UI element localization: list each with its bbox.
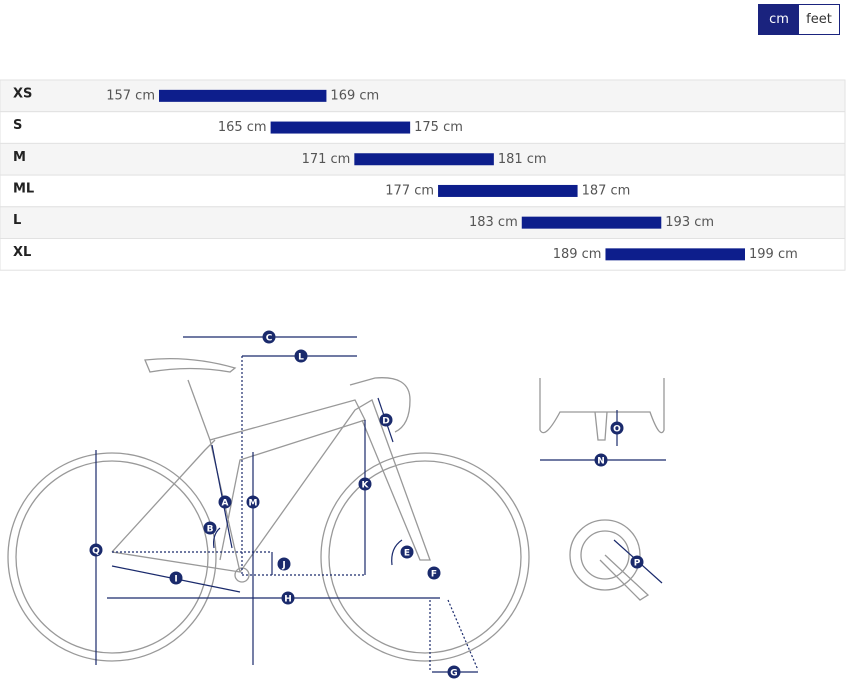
label-badge xyxy=(262,330,276,344)
row-background xyxy=(0,206,846,240)
dimension-label: K xyxy=(362,481,370,491)
dimension-label: N xyxy=(597,457,605,467)
label-badge xyxy=(246,495,260,509)
label-badge xyxy=(610,421,624,435)
row-background xyxy=(0,79,846,113)
min-label: 157 cm xyxy=(106,88,155,103)
label-badge xyxy=(277,557,291,571)
dimension-label: O xyxy=(613,425,621,435)
dimension-label: A xyxy=(222,499,229,509)
size-label: XS xyxy=(13,86,32,101)
label-badge xyxy=(281,591,295,605)
feet-button[interactable]: feet xyxy=(806,12,832,27)
dimension-label: M xyxy=(249,499,258,509)
label-badge xyxy=(203,521,217,535)
dimension-label: I xyxy=(174,575,177,585)
dimension-label: L xyxy=(298,353,304,363)
row-background xyxy=(0,174,846,208)
max-label: 193 cm xyxy=(665,215,714,230)
min-label: 171 cm xyxy=(302,152,351,167)
row-background xyxy=(0,142,846,176)
max-label: 187 cm xyxy=(582,183,631,198)
label-badge xyxy=(427,566,441,580)
dimension-lines xyxy=(95,336,666,673)
dimension-label: Q xyxy=(92,547,100,557)
size-label: XL xyxy=(13,245,31,260)
range-bar xyxy=(521,216,662,229)
size-label: S xyxy=(13,118,22,133)
size-label: L xyxy=(13,213,21,228)
dimension-label: P xyxy=(634,559,641,569)
dimension-label: C xyxy=(266,334,273,344)
label-badge xyxy=(379,413,393,427)
range-bar xyxy=(438,184,578,197)
row-background xyxy=(0,111,846,144)
row-background xyxy=(0,238,846,271)
unit-toggle: cm feet xyxy=(758,4,840,35)
label-badge xyxy=(89,543,103,557)
range-bar xyxy=(354,153,494,166)
dimension-label: F xyxy=(431,570,437,580)
max-label: 175 cm xyxy=(414,120,463,135)
label-badge xyxy=(630,555,644,569)
size-label: M xyxy=(13,150,26,165)
label-badge xyxy=(400,545,414,559)
min-label: 183 cm xyxy=(469,215,518,230)
label-badge xyxy=(218,495,232,509)
max-label: 181 cm xyxy=(498,152,547,167)
range-bar xyxy=(270,121,411,134)
range-bar xyxy=(159,89,327,102)
max-label: 169 cm xyxy=(330,88,379,103)
min-label: 165 cm xyxy=(218,120,267,135)
size-label: ML xyxy=(13,181,34,196)
range-bar xyxy=(605,248,745,261)
min-label: 177 cm xyxy=(385,183,434,198)
label-badge xyxy=(594,453,608,467)
dimension-label: H xyxy=(284,595,292,605)
dimension-label: D xyxy=(382,417,389,427)
dimension-label: E xyxy=(404,549,410,559)
cm-button[interactable]: cm xyxy=(759,5,799,34)
label-badge xyxy=(447,665,461,679)
dimension-label: G xyxy=(450,669,457,679)
label-badge xyxy=(358,477,372,491)
bike-drawing xyxy=(7,357,665,662)
label-badge xyxy=(294,349,308,363)
dimension-label: B xyxy=(207,525,214,535)
label-badge xyxy=(169,571,183,585)
dimension-label: J xyxy=(281,561,285,571)
max-label: 199 cm xyxy=(749,247,798,262)
min-label: 189 cm xyxy=(553,247,602,262)
